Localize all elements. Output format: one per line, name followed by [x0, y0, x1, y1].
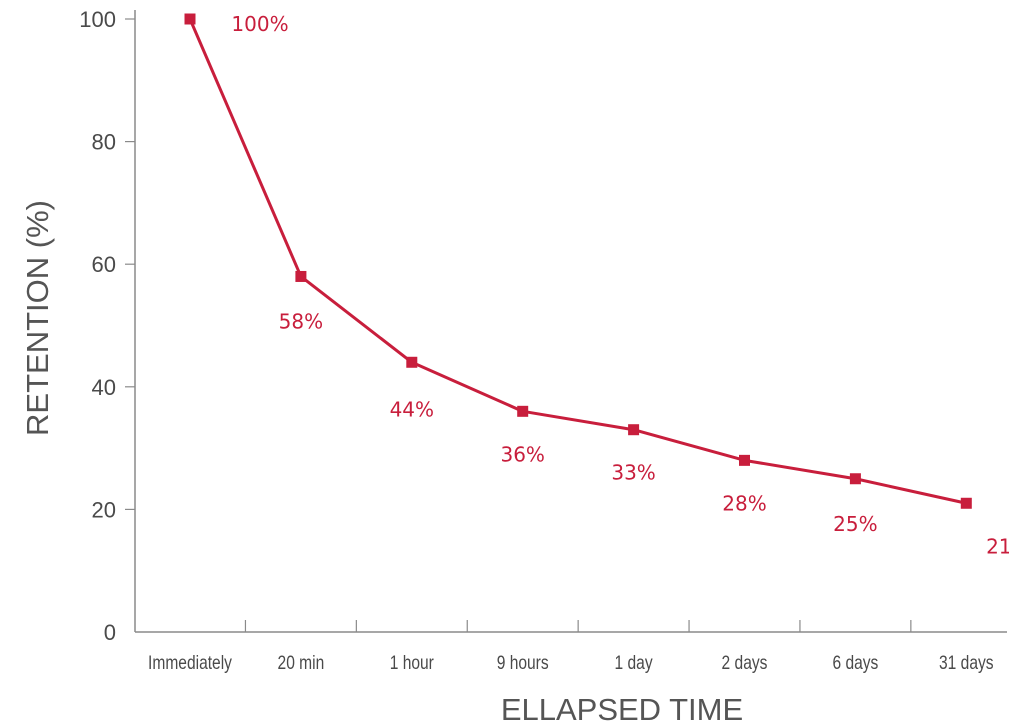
x-tick-label-6: 2 days	[722, 652, 768, 674]
x-tick-label-4: 9 hours	[497, 652, 549, 674]
data-label-1-day: 33%	[611, 461, 655, 485]
x-tick-label-8: 31 days	[939, 652, 994, 674]
y-ticks: 0 20 40 60 80 100	[79, 7, 135, 645]
x-axis-title: ELLAPSED TIME	[501, 692, 743, 726]
data-label-9-hours: 36%	[500, 442, 544, 466]
y-tick-label-40: 40	[92, 375, 116, 400]
series	[184, 13, 972, 509]
axes	[134, 10, 1007, 633]
data-point-9-hours	[517, 405, 529, 417]
x-tick-label-1: Immediately	[148, 652, 232, 674]
data-label-immediately: 100%	[231, 12, 288, 36]
data-point-31-days	[960, 497, 972, 509]
x-ticks: Immediately 20 min 1 hour 9 hours 1 day 2 day…	[148, 620, 994, 673]
y-tick-label-100: 100	[79, 7, 116, 32]
y-tick-label-0: 0	[104, 620, 116, 645]
y-axis-title: RETENTION (%)	[20, 200, 55, 436]
data-labels: 100% 58% 44% 36% 33% 28% 25% 21%	[231, 12, 1009, 558]
data-point-20-min	[295, 270, 307, 282]
series-line-1	[188, 18, 967, 505]
x-tick-label-7: 6 days	[832, 652, 878, 674]
x-tick-label-5: 1 day	[615, 652, 653, 674]
data-point-1-hour	[406, 356, 418, 368]
y-tick-label-80: 80	[92, 130, 116, 155]
y-tick-label-20: 20	[92, 497, 116, 522]
data-point-immediately	[184, 13, 196, 25]
data-label-31-days: 21%	[986, 534, 1009, 558]
data-label-2-days: 28%	[722, 491, 766, 515]
data-label-20-min: 58%	[279, 309, 323, 333]
data-label-6-days: 25%	[833, 512, 877, 536]
data-point-2-days	[739, 454, 750, 466]
data-point-6-days	[849, 473, 861, 485]
data-point-1-day	[628, 424, 640, 436]
x-tick-label-3: 1 hour	[390, 652, 434, 674]
x-tick-label-2: 20 min	[278, 652, 325, 674]
data-label-1-hour: 44%	[390, 397, 434, 421]
y-tick-label-60: 60	[92, 252, 116, 277]
